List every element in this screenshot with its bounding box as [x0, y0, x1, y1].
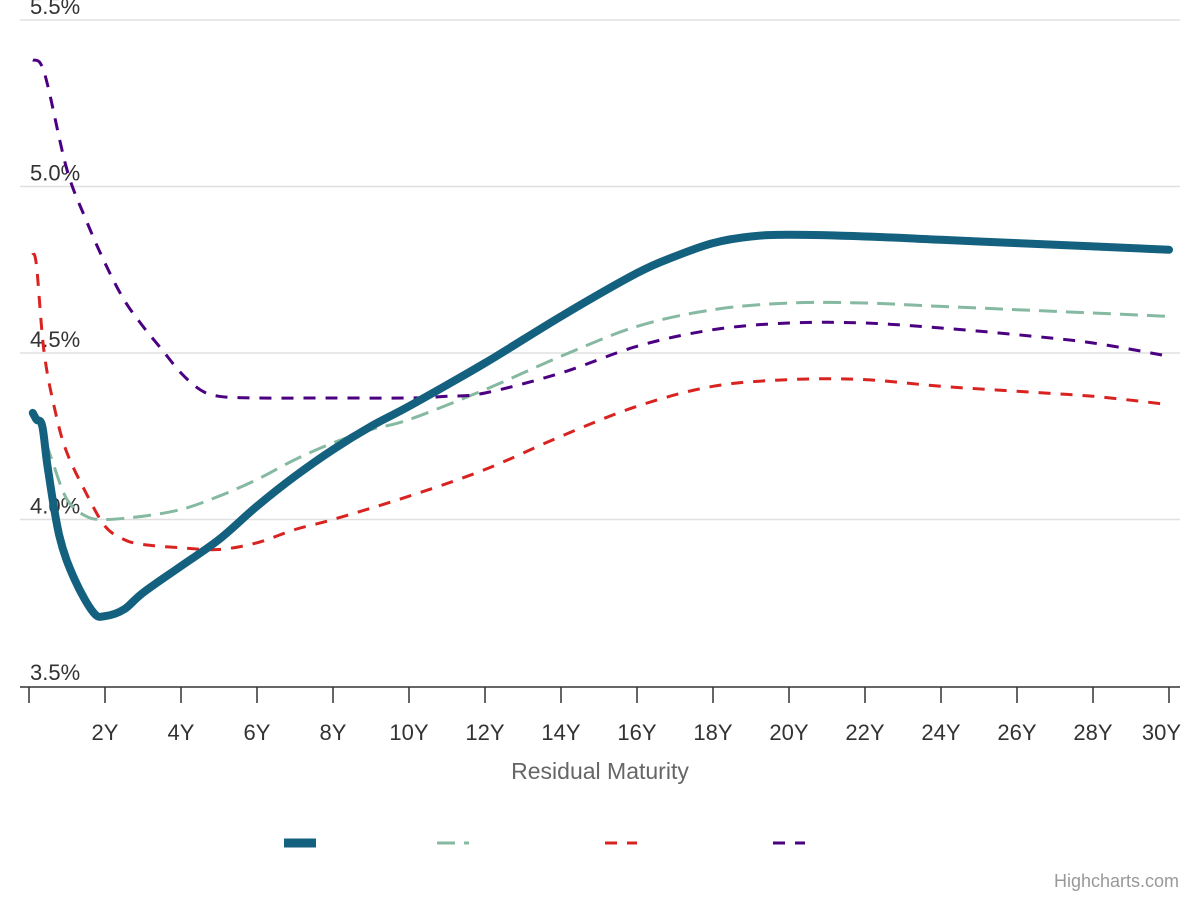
x-tick-label: 12Y: [465, 720, 504, 745]
x-tick-label: 24Y: [921, 720, 960, 745]
x-tick-label: 8Y: [320, 720, 347, 745]
y-tick-label: 3.5%: [30, 660, 80, 685]
y-axis: 3.5%4.0%4.5%5.0%5.5%: [30, 0, 80, 685]
series-line-4: [32, 58, 1170, 400]
credits-link[interactable]: Highcharts.com: [1053, 871, 1179, 891]
x-tick-label: 22Y: [845, 720, 884, 745]
series-line-3: [31, 252, 1170, 552]
x-tick-label: 26Y: [997, 720, 1036, 745]
x-tick-label: 16Y: [617, 720, 656, 745]
y-tick-label: 4.5%: [30, 327, 80, 352]
x-tick-label: 28Y: [1073, 720, 1112, 745]
x-axis: 2Y 4Y 6Y 8Y 10Y 12Y 14Y 16Y 18Y 20Y 22Y 24Y 26Y 28Y 30…: [20, 686, 1181, 745]
series-line-2: [31, 300, 1170, 521]
x-tick-label: 20Y: [769, 720, 808, 745]
x-tick-label: 2Y: [92, 720, 119, 745]
x-tick-label: 30Y: [1142, 720, 1181, 745]
x-tick-label: 4Y: [168, 720, 195, 745]
series-line-1: [28, 230, 1173, 621]
x-tick-label: 6Y: [244, 720, 271, 745]
y-tick-label: 5.5%: [30, 0, 80, 19]
x-tick-label: 10Y: [389, 720, 428, 745]
x-tick-label: 14Y: [541, 720, 580, 745]
y-tick-label: 5.0%: [30, 161, 80, 186]
x-axis-title: Residual Maturity: [511, 758, 689, 784]
series-lines: [28, 58, 1173, 621]
x-tick-label: 18Y: [693, 720, 732, 745]
grid-lines: [20, 19, 1180, 521]
